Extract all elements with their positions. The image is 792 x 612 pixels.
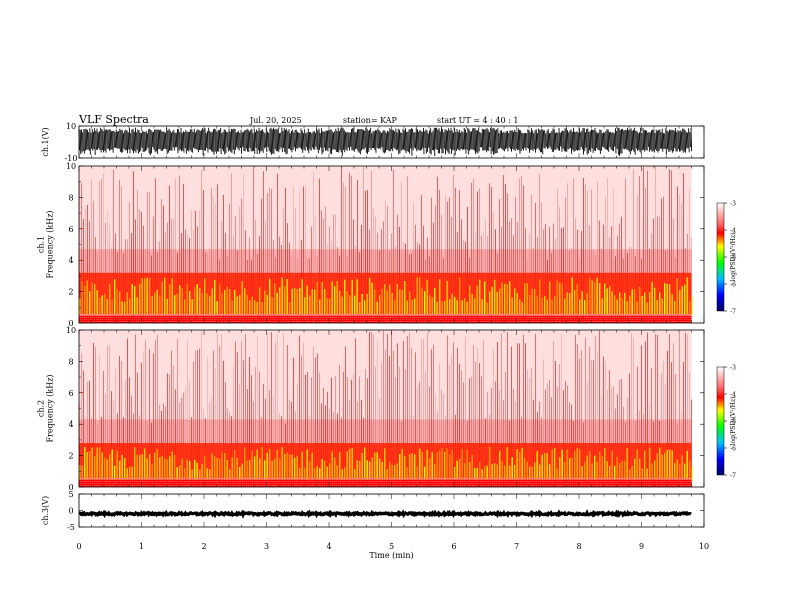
x-tick-label: 8 bbox=[576, 542, 581, 551]
x-tick-label: 10 bbox=[699, 542, 709, 551]
x-axis-label: Time (min) bbox=[369, 551, 413, 560]
ch2-spectrogram-ytick-label: 4 bbox=[68, 420, 73, 429]
x-tick-label: 3 bbox=[264, 542, 269, 551]
ch2-spectrogram-colorbar bbox=[716, 366, 725, 476]
ch3-waveform-ytick-label: -5 bbox=[67, 523, 75, 532]
ch3-waveform-trace bbox=[78, 509, 692, 519]
ch2-spectrogram-colorbar-tick-label: -3 bbox=[730, 365, 736, 372]
ch1-waveform-ytick-label: -10 bbox=[65, 154, 78, 163]
ch1-spectrogram-ytick-label: 4 bbox=[68, 256, 73, 265]
x-tick-label: 1 bbox=[139, 542, 144, 551]
ch2-spectrogram-ytick-label: 8 bbox=[68, 357, 73, 366]
ch1-spectrogram-ylabel: ch.1 bbox=[37, 236, 46, 253]
ch1-spectrogram-colorbar-label: log(PSD)(V²/Hz) bbox=[730, 233, 737, 282]
x-tick-label: 0 bbox=[76, 542, 81, 551]
start-time-label: start UT = 4 : 40 : 1 bbox=[437, 116, 519, 125]
ch1-spectrogram-ytick-label: 2 bbox=[68, 288, 73, 297]
x-tick-label: 2 bbox=[201, 542, 206, 551]
x-tick-label: 6 bbox=[451, 542, 456, 551]
ch3-waveform-ytick-label: 5 bbox=[68, 490, 73, 499]
ch1-spectrogram-heatmap bbox=[79, 166, 693, 323]
ch1-spectrogram-ylabel: Frequency (kHz) bbox=[46, 210, 55, 278]
ch1-spectrogram-colorbar-tick-label: -7 bbox=[730, 309, 736, 316]
ch2-spectrogram-ytick-label: 2 bbox=[68, 452, 73, 461]
ch3-waveform-ytick-label: 0 bbox=[68, 507, 73, 516]
ch1-waveform-ylabel: ch.1(V) bbox=[41, 127, 50, 156]
ch2-spectrogram-ytick-label: 0 bbox=[68, 483, 73, 492]
ch1-spectrogram-colorbar-tick-label: -6 bbox=[730, 282, 736, 289]
x-tick-label: 9 bbox=[639, 542, 644, 551]
ch2-spectrogram-ytick-label: 10 bbox=[66, 326, 76, 335]
ch2-spectrogram-colorbar-label: log(PSD)(V²/Hz) bbox=[730, 397, 737, 446]
ch1-spectrogram-colorbar-tick-label: -3 bbox=[730, 201, 736, 208]
ch2-spectrogram-colorbar-tick-label: -4 bbox=[730, 392, 736, 399]
ch3-waveform-ylabel: ch.3(V) bbox=[41, 496, 50, 525]
x-tick-label: 4 bbox=[326, 542, 331, 551]
ch2-spectrogram-ytick-label: 6 bbox=[68, 389, 73, 398]
ch2-spectrogram-heatmap bbox=[79, 330, 693, 487]
ch1-spectrogram-ytick-label: 6 bbox=[68, 225, 73, 234]
ch2-spectrogram-ylabel: Frequency (kHz) bbox=[46, 374, 55, 442]
ch2-spectrogram-ylabel: ch.2 bbox=[37, 400, 46, 417]
ch1-spectrogram-colorbar-tick-label: -5 bbox=[730, 255, 736, 262]
ch1-waveform-trace bbox=[78, 127, 693, 157]
ch1-spectrogram-ytick-label: 0 bbox=[68, 319, 73, 328]
ch1-waveform-ytick-label: 10 bbox=[66, 122, 76, 131]
ch1-spectrogram-colorbar bbox=[716, 202, 725, 312]
ch1-spectrogram-colorbar-tick-label: -4 bbox=[730, 228, 736, 235]
chart-title: VLF Spectra bbox=[79, 113, 149, 126]
x-tick-label: 5 bbox=[389, 542, 394, 551]
x-tick-label: 7 bbox=[514, 542, 519, 551]
ch1-spectrogram-ytick-label: 10 bbox=[66, 162, 76, 171]
ch2-spectrogram-colorbar-tick-label: -7 bbox=[730, 473, 736, 480]
ch1-spectrogram-ytick-label: 8 bbox=[68, 193, 73, 202]
date-label: Jul. 20, 2025 bbox=[250, 116, 302, 125]
ch2-spectrogram-colorbar-tick-label: -5 bbox=[730, 419, 736, 426]
station-label: station= KAP bbox=[343, 116, 397, 125]
ch2-spectrogram-colorbar-tick-label: -6 bbox=[730, 446, 736, 453]
